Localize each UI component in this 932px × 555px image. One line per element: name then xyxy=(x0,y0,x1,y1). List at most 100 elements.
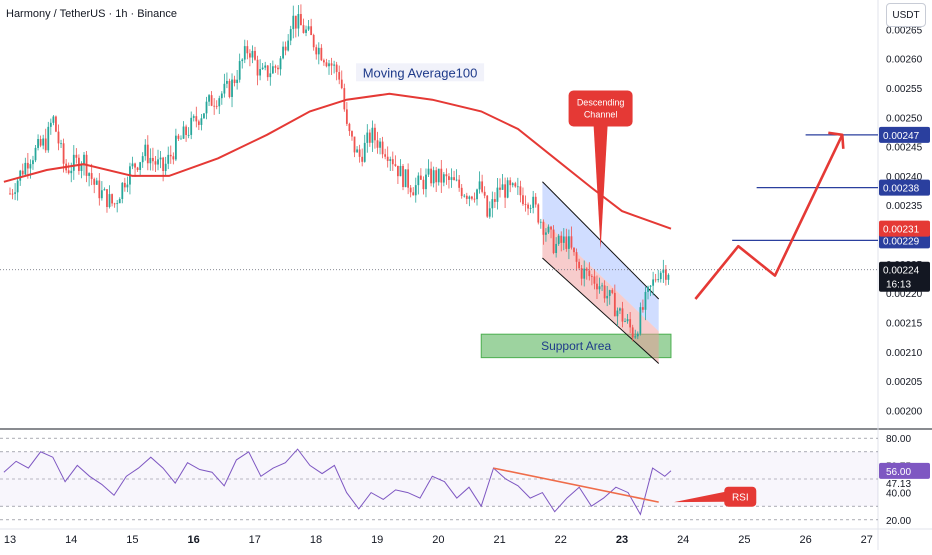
candle-body xyxy=(404,169,407,188)
y-tick-label: 0.00235 xyxy=(886,201,923,212)
candle-body xyxy=(226,80,228,84)
candle-body xyxy=(642,307,644,310)
candle-body xyxy=(644,291,647,310)
candle-body xyxy=(488,208,491,217)
currency-button[interactable]: USDT xyxy=(886,3,926,27)
x-tick-label: 21 xyxy=(493,534,505,546)
y-tick-label: 0.00260 xyxy=(886,55,923,66)
candle-body xyxy=(545,232,547,235)
candle-body xyxy=(95,180,98,185)
candle-body xyxy=(52,116,55,123)
candle-body xyxy=(307,26,310,30)
candle-body xyxy=(238,61,241,80)
candle-body xyxy=(654,279,657,281)
candle-body xyxy=(93,178,96,185)
candle-body xyxy=(185,126,187,135)
candle-body xyxy=(402,165,404,188)
candle-body xyxy=(578,261,581,269)
candle-body xyxy=(80,165,83,171)
candle-body xyxy=(75,154,78,158)
candle-body xyxy=(60,143,62,145)
rsi-value-badge xyxy=(879,462,930,479)
candle-body xyxy=(195,116,198,122)
rsi-divergence-line xyxy=(493,467,659,503)
ma-label: Moving Average100 xyxy=(363,65,478,80)
candle-body xyxy=(394,164,397,166)
candle-body xyxy=(619,308,621,311)
candle-body xyxy=(532,196,535,208)
candle-body xyxy=(264,65,267,68)
candle-body xyxy=(593,276,596,284)
candle-body xyxy=(29,164,32,169)
price-badge xyxy=(879,261,930,292)
channel-callout-line1: Descending xyxy=(577,97,625,107)
candle-body xyxy=(243,46,246,60)
candle-body xyxy=(345,109,348,124)
candle-body xyxy=(328,63,330,67)
y-tick-label: 0.00245 xyxy=(886,143,923,154)
candle-body xyxy=(317,47,320,55)
price-badge-label: 0.00224 xyxy=(883,266,920,277)
candle-body xyxy=(215,105,218,107)
candle-body xyxy=(440,168,443,183)
candle-body xyxy=(236,79,239,84)
channel-upper-fill xyxy=(542,181,659,332)
candle-body xyxy=(123,182,126,188)
candle-body xyxy=(629,319,632,328)
candle-body xyxy=(603,285,606,299)
x-tick-label: 20 xyxy=(432,534,444,546)
candle-body xyxy=(442,174,445,183)
candle-body xyxy=(261,67,264,70)
candle-body xyxy=(570,236,573,248)
candle-body xyxy=(601,285,603,287)
candle-body xyxy=(292,15,295,30)
candle-body xyxy=(88,173,91,176)
candle-body xyxy=(9,193,11,195)
candle-body xyxy=(190,117,193,135)
candle-body xyxy=(55,116,57,132)
target-price-badge xyxy=(879,179,930,196)
price-badge-label: 0.00231 xyxy=(883,225,920,236)
candle-body xyxy=(445,174,448,177)
candle-body xyxy=(509,180,512,186)
candle-body xyxy=(248,53,251,58)
candle-body xyxy=(483,191,486,196)
candle-body xyxy=(432,170,435,184)
candle-body xyxy=(312,35,315,48)
x-tick-label: 27 xyxy=(861,534,873,546)
candle-body xyxy=(174,135,177,160)
candle-body xyxy=(157,159,159,165)
candle-body xyxy=(192,116,195,118)
x-tick-label: 18 xyxy=(310,534,322,546)
candle-body xyxy=(167,154,170,164)
candle-body xyxy=(106,189,108,208)
rsi-tick-label: 40.00 xyxy=(886,489,911,500)
candle-body xyxy=(662,269,665,273)
candle-body xyxy=(277,67,279,70)
target-price-badge xyxy=(879,126,930,143)
ma-label-bg xyxy=(356,63,485,82)
candle-body xyxy=(233,79,236,84)
x-tick-label: 16 xyxy=(187,534,199,546)
candle-body xyxy=(32,160,34,165)
candle-body xyxy=(297,14,300,29)
candle-body xyxy=(376,140,379,148)
candle-body xyxy=(465,195,468,199)
candle-body xyxy=(203,113,205,119)
candle-body xyxy=(200,118,203,125)
candle-body xyxy=(437,168,440,183)
candle-body xyxy=(146,144,149,164)
candle-body xyxy=(560,235,563,243)
candle-body xyxy=(624,321,626,323)
candle-body xyxy=(486,195,489,217)
rsi-callout-label: RSI xyxy=(732,493,749,504)
candle-body xyxy=(552,229,555,253)
candle-body xyxy=(205,101,208,114)
candle-body xyxy=(220,93,223,99)
candle-body xyxy=(19,170,22,181)
candle-body xyxy=(649,285,652,287)
rsi-tick-label: 80.00 xyxy=(886,434,911,445)
candle-body xyxy=(588,270,591,277)
candle-body xyxy=(108,194,111,208)
